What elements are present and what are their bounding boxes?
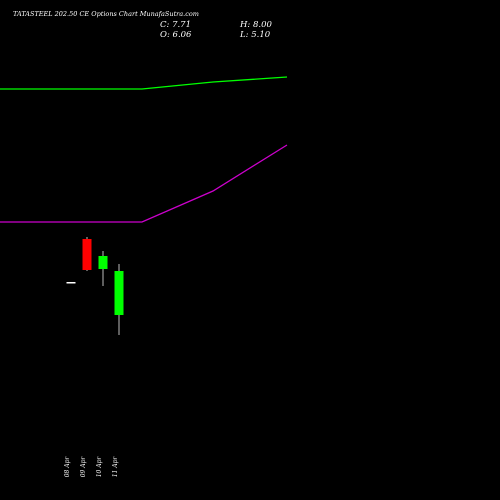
green-overlay-line <box>0 76 288 90</box>
x-tick-label: 09 Apr <box>80 456 87 478</box>
open-value: O: 6.06 <box>160 30 192 40</box>
chart-title: TATASTEEL 202.50 CE Options Chart Munafa… <box>13 10 199 18</box>
candle-body <box>66 282 76 284</box>
magenta-overlay-line <box>0 144 288 223</box>
x-tick-label: 10 Apr <box>96 456 103 478</box>
candle-body <box>82 239 92 270</box>
candle-body <box>114 271 124 315</box>
low-value: L: 5.10 <box>239 30 271 40</box>
x-tick-label: 08 Apr <box>64 456 71 478</box>
candles <box>66 237 124 335</box>
candle-body <box>98 256 108 269</box>
overlay-lines <box>0 76 288 223</box>
x-tick-label: 11 Apr <box>112 456 119 478</box>
x-axis-labels: 08 Apr 09 Apr 10 Apr 11 Apr <box>64 456 119 478</box>
high-value: H: 8.00 <box>239 20 272 30</box>
close-value: C: 7.71 <box>160 20 191 30</box>
